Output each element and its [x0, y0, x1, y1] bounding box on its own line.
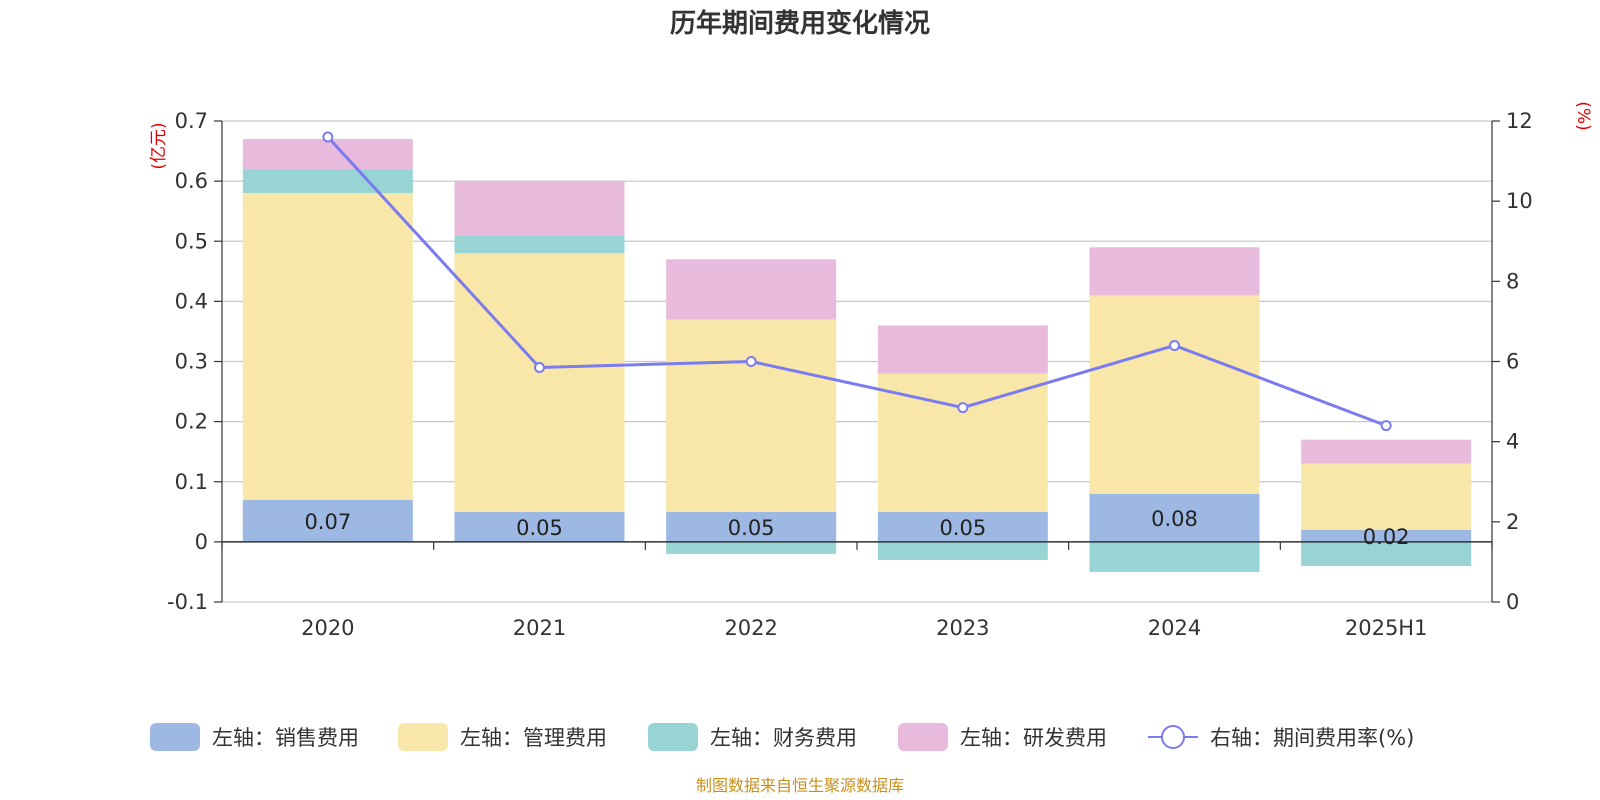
rate-point-2023 — [957, 402, 969, 414]
rate-line-path — [326, 136, 1387, 428]
x-tick-label: 2021 — [513, 616, 566, 640]
bar-左轴：管理费用-2020 — [242, 193, 413, 500]
right-tick-label: 2 — [1506, 510, 1519, 534]
bar-左轴：研发费用-2024 — [1089, 247, 1260, 296]
legend-label: 左轴：研发费用 — [960, 726, 1107, 750]
rate-point-2021 — [534, 362, 545, 374]
left-tick-label: 0.5 — [175, 229, 208, 253]
rate-point-2020 — [322, 131, 334, 143]
legend-label: 左轴：财务费用 — [710, 726, 857, 750]
bar-左轴：管理费用-2024 — [1089, 295, 1260, 494]
data-label-2021: 0.05 — [516, 516, 563, 540]
right-tick-label: 10 — [1506, 189, 1533, 213]
data-label-2023: 0.05 — [939, 516, 986, 540]
bar-左轴：管理费用-2022 — [666, 319, 837, 512]
bars — [242, 139, 1472, 572]
rate-point-2024 — [1169, 339, 1180, 351]
legend-swatch — [648, 723, 698, 751]
bar-左轴：财务费用-2022 — [666, 541, 837, 554]
bar-左轴：管理费用-2025H1 — [1301, 463, 1472, 530]
bar-左轴：财务费用-2020 — [242, 169, 413, 194]
right-tick-label: 4 — [1506, 430, 1519, 454]
x-tick-label: 2025H1 — [1345, 616, 1428, 640]
data-label-2022: 0.05 — [728, 516, 775, 540]
data-labels: 0.07 0.05 0.05 0.05 0.08 0.02 — [304, 507, 1409, 549]
x-tick-label: 2023 — [936, 616, 989, 640]
legend-item: 右轴：期间费用率(%) — [1148, 725, 1414, 750]
bar-左轴：财务费用-2025H1 — [1301, 541, 1472, 566]
legend-label: 右轴：期间费用率(%) — [1210, 726, 1414, 750]
bar-左轴：财务费用-2021 — [454, 235, 625, 254]
bar-左轴：研发费用-2022 — [666, 259, 837, 320]
legend-marker — [1161, 725, 1185, 749]
left-tick-label: 0.1 — [175, 470, 208, 494]
left-tick-label: 0.4 — [175, 289, 208, 313]
source-note: 制图数据来自恒生聚源数据库 — [696, 776, 904, 795]
bar-左轴：销售费用-2025H1 — [1301, 529, 1472, 542]
legend-item: 左轴：财务费用 — [648, 723, 857, 751]
legend-swatch — [398, 723, 448, 751]
right-tick-label: 0 — [1506, 590, 1519, 614]
right-axis-unit: (%) — [1573, 101, 1593, 130]
axes: -0.1 0 0.1 0.2 0.3 0.4 0.5 0.6 0.7 0 2 4 6 8 10 12 2020 2… — [167, 109, 1533, 640]
bar-左轴：研发费用-2020 — [242, 139, 413, 170]
left-tick-label: 0.2 — [175, 410, 208, 434]
chart-title: 历年期间费用变化情况 — [670, 8, 930, 39]
legend-swatch — [898, 723, 948, 751]
left-tick-label: 0 — [195, 530, 208, 554]
data-label-2024: 0.08 — [1151, 507, 1198, 531]
bar-左轴：销售费用-2021 — [454, 511, 625, 542]
left-tick-label: 0.6 — [175, 169, 208, 193]
legend-label: 左轴：销售费用 — [212, 726, 359, 750]
legend-item: 左轴：销售费用 — [150, 723, 359, 751]
legend-item: 左轴：研发费用 — [898, 723, 1107, 751]
legend-label: 左轴：管理费用 — [460, 726, 607, 750]
rate-point-2025H1 — [1380, 420, 1392, 432]
legend-item: 左轴：管理费用 — [398, 723, 607, 751]
left-tick-label: 0.7 — [175, 109, 208, 133]
right-tick-label: 6 — [1506, 350, 1519, 374]
bar-左轴：财务费用-2024 — [1089, 541, 1260, 572]
rate-line — [322, 131, 1392, 432]
bar-左轴：财务费用-2023 — [877, 541, 1048, 560]
right-tick-label: 12 — [1506, 109, 1533, 133]
bar-左轴：销售费用-2022 — [666, 511, 837, 542]
bar-左轴：销售费用-2024 — [1089, 493, 1260, 542]
bar-左轴：销售费用-2023 — [877, 511, 1048, 542]
x-tick-label: 2020 — [301, 616, 354, 640]
bar-左轴：研发费用-2021 — [454, 181, 625, 236]
x-tick-label: 2024 — [1148, 616, 1201, 640]
left-axis-unit: (亿元) — [149, 122, 169, 169]
right-tick-label: 8 — [1506, 269, 1519, 293]
data-label-2025H1: 0.02 — [1363, 525, 1410, 549]
bar-左轴：研发费用-2023 — [877, 325, 1048, 374]
left-tick-label: 0.3 — [175, 350, 208, 374]
x-tick-label: 2022 — [724, 616, 777, 640]
data-label-2020: 0.07 — [304, 510, 351, 534]
rate-point-2022 — [745, 356, 757, 367]
legend: 左轴：销售费用 左轴：管理费用 左轴：财务费用 左轴：研发费用 右轴：期间费用率(%) — [150, 723, 1414, 751]
bar-左轴：管理费用-2021 — [454, 253, 625, 512]
left-tick-label: -0.1 — [167, 590, 208, 614]
bar-左轴：销售费用-2020 — [242, 499, 413, 542]
bar-左轴：研发费用-2025H1 — [1301, 439, 1472, 464]
legend-swatch — [150, 723, 200, 751]
